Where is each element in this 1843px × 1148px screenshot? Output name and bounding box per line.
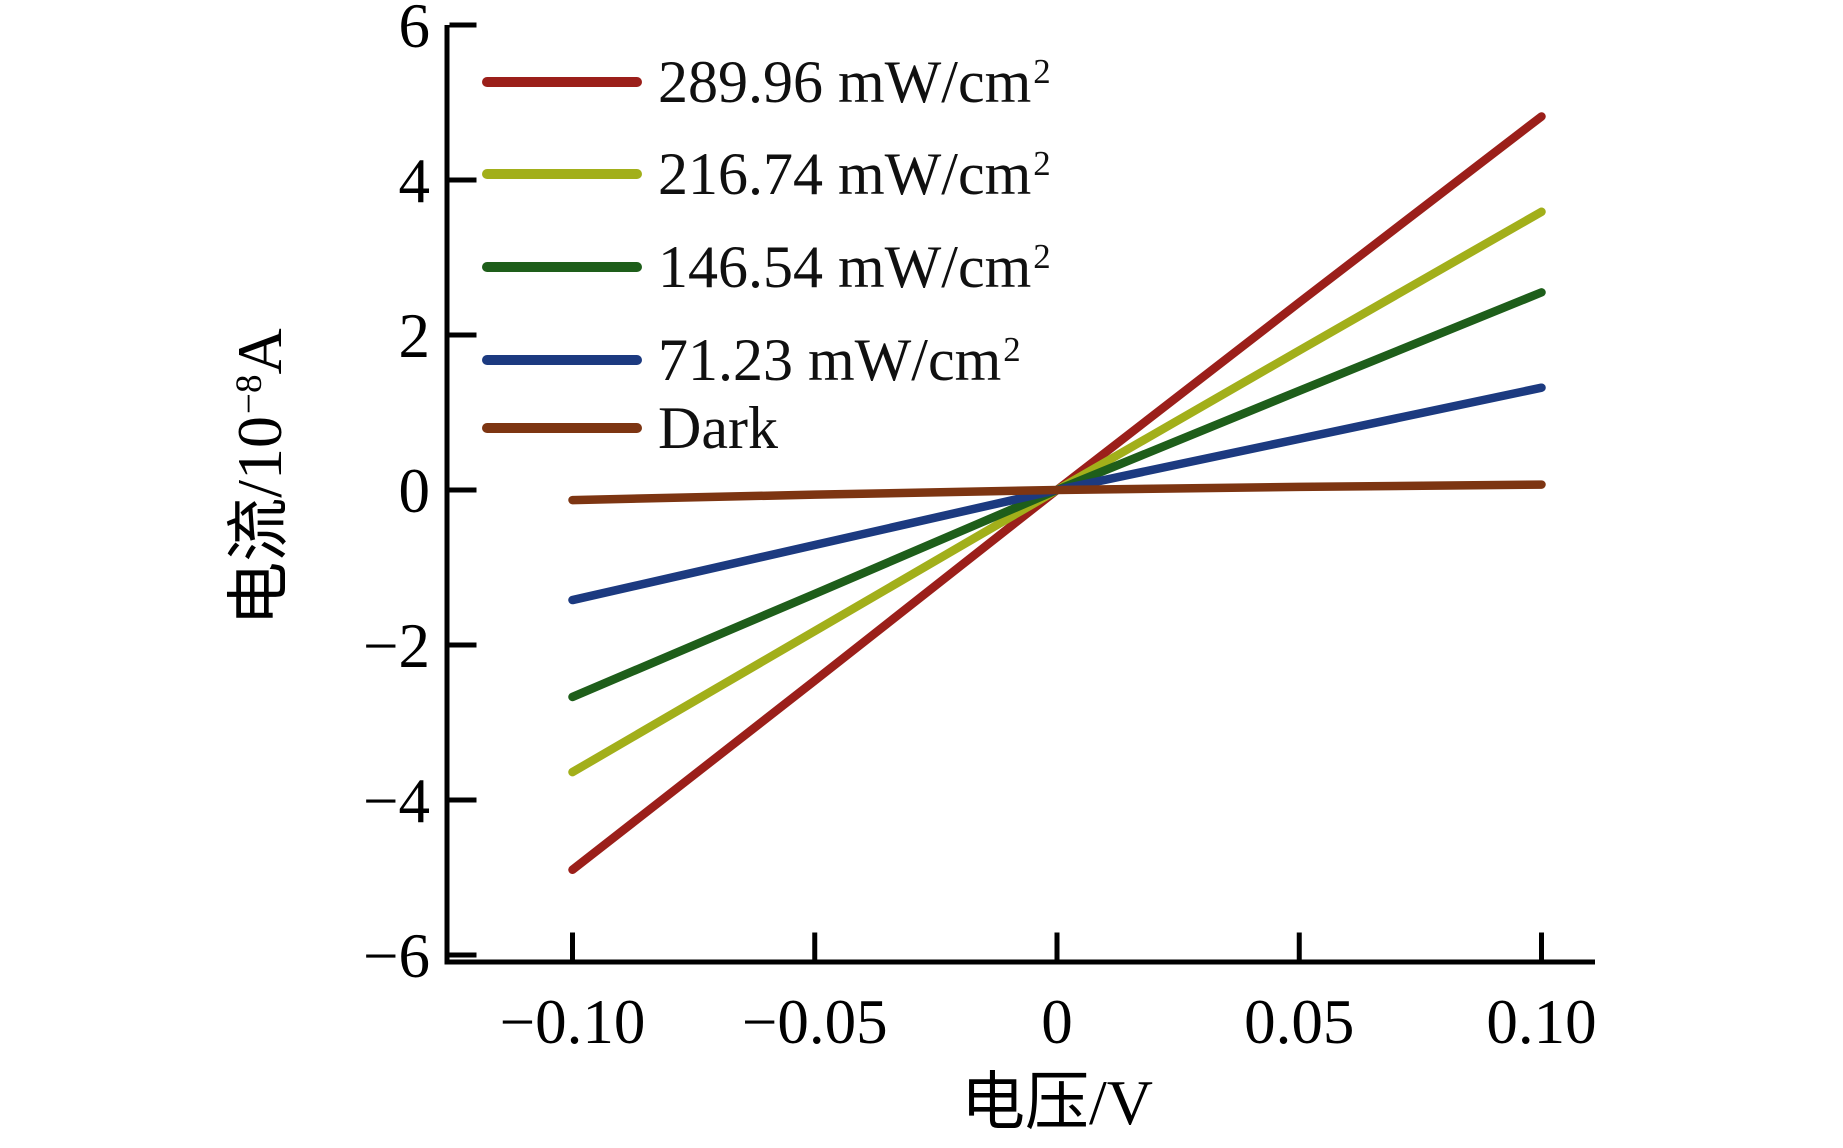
legend-item-4: Dark	[482, 385, 778, 471]
y-tick-label-4: 4	[399, 146, 431, 216]
legend-label-base-3: 71.23 mW/cm	[658, 327, 1002, 393]
y-axis-label-superscript: −8	[228, 374, 270, 414]
x-tick-label-0.10: 0.10	[1486, 987, 1596, 1057]
y-tick-label-2: 2	[399, 301, 431, 371]
y-tick-label-−4: −4	[363, 766, 430, 836]
legend-label-superscript-3: 2	[1003, 329, 1021, 369]
legend-label-superscript-2: 2	[1033, 236, 1051, 276]
legend-label-1: 216.74 mW/cm2	[658, 144, 1051, 204]
legend-label-base-2: 146.54 mW/cm	[658, 234, 1032, 300]
x-tick-label-0.05: 0.05	[1244, 987, 1354, 1057]
y-axis-label-base: 电流/10	[224, 415, 295, 626]
legend-swatch-4	[482, 423, 642, 433]
legend-label-superscript-0: 2	[1033, 51, 1051, 91]
legend-label-4: Dark	[658, 398, 778, 458]
legend-label-superscript-1: 2	[1033, 143, 1051, 183]
legend-label-base-1: 216.74 mW/cm	[658, 141, 1032, 207]
legend-item-2: 146.54 mW/cm2	[482, 224, 1051, 310]
y-tick-label-6: 6	[399, 0, 431, 61]
legend-swatch-2	[482, 262, 642, 272]
legend-label-base-4: Dark	[658, 395, 778, 461]
legend-item-3: 71.23 mW/cm2	[482, 317, 1021, 403]
legend-label-3: 71.23 mW/cm2	[658, 330, 1021, 390]
legend-item-0: 289.96 mW/cm2	[482, 39, 1051, 125]
x-tick-label-−0.10: −0.10	[500, 987, 646, 1057]
legend-item-1: 216.74 mW/cm2	[482, 131, 1051, 217]
legend-swatch-1	[482, 169, 642, 179]
legend-label-0: 289.96 mW/cm2	[658, 52, 1051, 112]
legend-label-2: 146.54 mW/cm2	[658, 237, 1051, 297]
y-axis-label: 电流/10−8A	[224, 328, 295, 625]
x-tick-label-−0.05: −0.05	[742, 987, 888, 1057]
y-axis-label-unit: A	[224, 328, 295, 375]
legend-swatch-3	[482, 355, 642, 365]
legend-label-base-0: 289.96 mW/cm	[658, 49, 1032, 115]
y-tick-label-−6: −6	[363, 921, 430, 991]
y-tick-label-0: 0	[399, 456, 431, 526]
series-line-4	[568, 480, 1546, 505]
legend-swatch-0	[482, 77, 642, 87]
y-tick-label-−2: −2	[363, 611, 430, 681]
x-axis-label: 电压/V	[961, 1067, 1153, 1138]
x-tick-label-0: 0	[1041, 987, 1073, 1057]
